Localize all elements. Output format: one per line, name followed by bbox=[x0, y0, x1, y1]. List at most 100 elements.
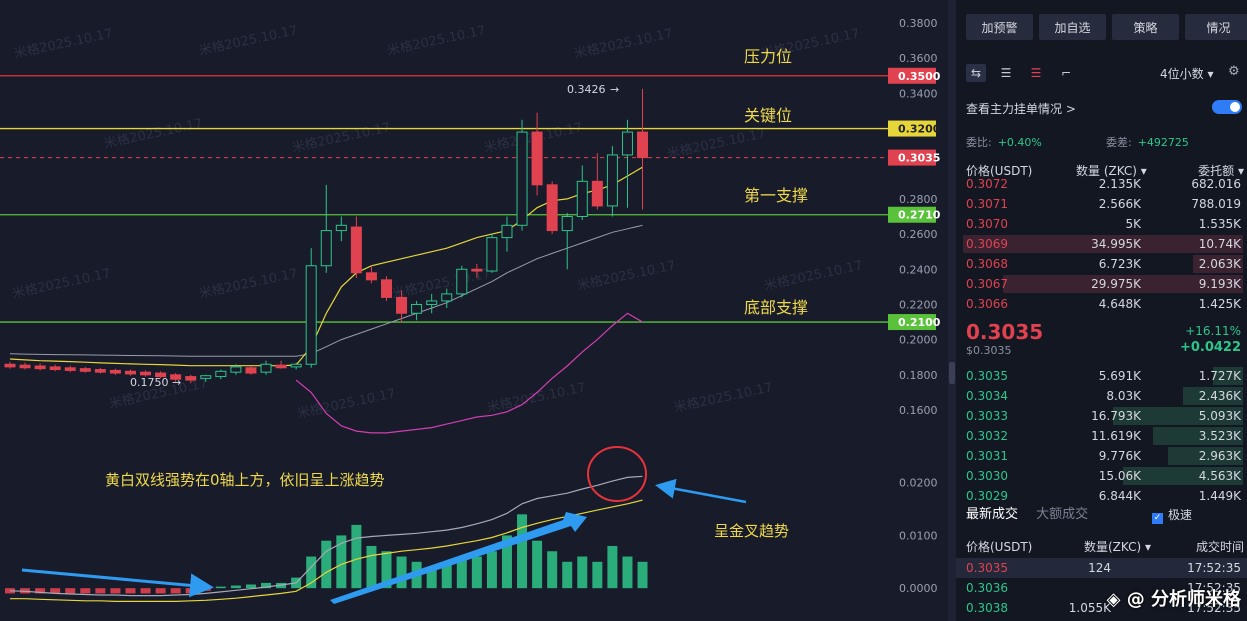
ask-price: 0.3072 bbox=[966, 177, 1008, 191]
bid-qty: 11.619K bbox=[1091, 429, 1141, 443]
bid-qty: 5.691K bbox=[1098, 369, 1141, 383]
ask-row[interactable]: 0.3071 2.566K 788.019 bbox=[956, 194, 1247, 214]
macd-bar bbox=[35, 588, 46, 594]
diff-label: 委差: bbox=[1106, 136, 1132, 149]
bid-total: 1.727K bbox=[1198, 369, 1241, 383]
macd-bar bbox=[306, 556, 317, 589]
book-view-toggles: ⇆ ☰ ☰ ⌐ bbox=[966, 62, 1242, 84]
bid-row[interactable]: 0.3034 8.03K 2.436K bbox=[956, 386, 1247, 406]
macd-bar bbox=[471, 556, 482, 589]
trade-row[interactable]: 0.3035 124 17:52:35 bbox=[956, 558, 1247, 578]
big-arrow bbox=[330, 512, 587, 604]
ask-row[interactable]: 0.3070 5K 1.535K bbox=[956, 214, 1247, 234]
macd-bar bbox=[366, 545, 377, 589]
macd-yellow-line bbox=[10, 499, 643, 603]
macd-bar bbox=[592, 561, 603, 589]
ask-price: 0.3069 bbox=[966, 237, 1008, 251]
decimals-select[interactable]: 4位小数 ▾ bbox=[1160, 67, 1214, 81]
panel-divider[interactable] bbox=[948, 0, 956, 621]
settings-icon[interactable]: ⚙ bbox=[1228, 64, 1240, 79]
bid-qty: 9.776K bbox=[1098, 449, 1141, 463]
candle-body bbox=[230, 366, 242, 373]
bid-price: 0.3034 bbox=[966, 389, 1008, 403]
macd-tick-label: 0.0000 bbox=[899, 582, 938, 595]
macd-bar bbox=[396, 556, 407, 589]
depth-bar bbox=[1193, 255, 1243, 273]
trade-price: 0.3038 bbox=[966, 601, 1008, 615]
ask-row[interactable]: 0.3067 29.975K 9.193K bbox=[956, 274, 1247, 294]
depth-bar bbox=[963, 235, 1243, 253]
candle-body bbox=[426, 300, 438, 305]
divider-grip[interactable] bbox=[949, 362, 955, 384]
candle-body bbox=[4, 363, 16, 368]
candle-body bbox=[606, 154, 618, 207]
macd-bar bbox=[230, 585, 241, 589]
candle-body bbox=[591, 180, 603, 207]
candle-body bbox=[155, 372, 167, 378]
candle-body bbox=[381, 279, 392, 298]
y-tick-label: 0.3800 bbox=[899, 17, 938, 30]
candle-body bbox=[64, 367, 76, 371]
fast-label: 极速 bbox=[1168, 508, 1193, 522]
depth-bar bbox=[1168, 447, 1243, 465]
book-both-icon[interactable]: ⇆ bbox=[966, 64, 986, 82]
bid-total: 1.449K bbox=[1198, 489, 1241, 503]
main-order-toggle[interactable] bbox=[1212, 100, 1242, 114]
ask-row[interactable]: 0.3066 4.648K 1.425K bbox=[956, 294, 1247, 314]
candle-body bbox=[396, 296, 408, 314]
bid-row[interactable]: 0.3029 6.844K 1.449K bbox=[956, 486, 1247, 506]
macd-bar bbox=[95, 588, 106, 594]
trade-tabs: 最新成交 大额成交 bbox=[966, 503, 1102, 522]
trade-row[interactable]: 0.3038 1.055K 17:52:35 bbox=[956, 598, 1247, 618]
main-order-link[interactable]: 查看主力挂单情况 > bbox=[966, 102, 1076, 116]
candle-body bbox=[19, 364, 31, 369]
ask-row[interactable]: 0.3072 2.135K 682.016 bbox=[956, 174, 1247, 194]
depth-bar bbox=[1213, 367, 1243, 385]
price-chart: 米格2025.10.17 米格2025.10.17 米格2025.10.17 米格20… bbox=[0, 17, 941, 604]
level-tag-label: 0.2710 bbox=[898, 209, 941, 222]
bid-row[interactable]: 0.3033 16.793K 5.093K bbox=[956, 406, 1247, 426]
level-tag-label: 0.3035 bbox=[898, 152, 940, 165]
candle-body bbox=[516, 131, 528, 226]
candle-body bbox=[471, 268, 483, 272]
strategy-button[interactable]: 策略 bbox=[1112, 14, 1179, 40]
hdr-qty[interactable]: 数量 (ZKC) ▾ bbox=[1076, 164, 1147, 178]
macd-bar bbox=[456, 556, 467, 589]
bid-row[interactable]: 0.3030 15.06K 4.563K bbox=[956, 466, 1247, 486]
candle-body bbox=[109, 369, 121, 374]
bid-row[interactable]: 0.3032 11.619K 3.523K bbox=[956, 426, 1247, 446]
ask-row[interactable]: 0.3068 6.723K 2.063K bbox=[956, 254, 1247, 274]
book-bids-icon[interactable]: ⌐ bbox=[1060, 66, 1072, 80]
macd-bar bbox=[200, 588, 211, 591]
ask-row[interactable]: 0.3069 34.995K 10.74K bbox=[956, 234, 1247, 254]
candle-body bbox=[200, 375, 212, 379]
add-watchlist-button[interactable]: 加自选 bbox=[1039, 14, 1106, 40]
level-name: 第一支撑 bbox=[744, 186, 808, 205]
macd-bar bbox=[125, 588, 136, 594]
book-list-icon[interactable]: ☰ bbox=[1000, 66, 1012, 80]
bid-row[interactable]: 0.3031 9.776K 2.963K bbox=[956, 446, 1247, 466]
macd-bar bbox=[517, 514, 528, 589]
bid-row[interactable]: 0.3035 5.691K 1.727K bbox=[956, 366, 1247, 386]
trade-row[interactable]: 0.3036 17:52:35 bbox=[956, 578, 1247, 598]
candle-body bbox=[350, 226, 362, 274]
ask-total: 2.063K bbox=[1198, 257, 1241, 271]
book-asks-icon[interactable]: ☰ bbox=[1030, 66, 1042, 80]
ask-total: 10.74K bbox=[1198, 237, 1241, 251]
fast-mode-checkbox[interactable]: ✓ 极速 bbox=[1152, 506, 1192, 524]
info-button[interactable]: 情况 bbox=[1185, 14, 1247, 40]
level-tag bbox=[888, 67, 936, 84]
candle-body bbox=[501, 224, 513, 239]
candle-body bbox=[260, 363, 272, 373]
macd-bar bbox=[80, 588, 91, 594]
add-alert-button[interactable]: 加预警 bbox=[966, 14, 1033, 40]
macd-bar bbox=[170, 588, 181, 594]
hdr-total[interactable]: 委托额 ▾ bbox=[1198, 164, 1244, 178]
trade-qty: 124 bbox=[1088, 561, 1111, 575]
macd-bar bbox=[486, 551, 497, 589]
macd-tick-label: 0.0100 bbox=[899, 529, 938, 542]
tab-large-trades[interactable]: 大额成交 bbox=[1036, 507, 1089, 522]
bid-price: 0.3033 bbox=[966, 409, 1008, 423]
tab-latest-trades[interactable]: 最新成交 bbox=[966, 507, 1019, 522]
trades-hdr-qty[interactable]: 数量(ZKC) ▾ bbox=[1084, 540, 1152, 554]
